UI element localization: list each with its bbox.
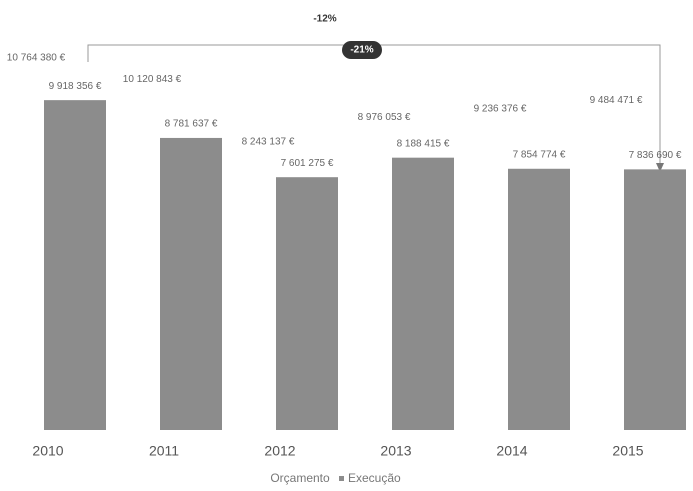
x-tick-label: 2010	[32, 443, 63, 459]
data-label: 9 484 471 €	[590, 95, 643, 106]
annotation-pill	[342, 41, 382, 59]
annotation: -21%	[350, 45, 373, 56]
bar	[392, 157, 454, 430]
data-label: 8 188 415 €	[397, 138, 450, 149]
data-label: 7 601 275 €	[281, 158, 334, 169]
data-label: 10 120 843 €	[123, 74, 182, 85]
bar	[44, 100, 106, 430]
x-tick-label: 2012	[264, 443, 295, 459]
bar	[508, 168, 570, 430]
legend-label: Orçamento	[270, 471, 330, 485]
data-label: 7 836 690 €	[629, 150, 682, 161]
bar	[276, 177, 338, 430]
data-label: 7 854 774 €	[513, 149, 566, 160]
x-tick-label: 2013	[380, 443, 411, 459]
bar	[624, 169, 686, 430]
data-label: 8 781 637 €	[165, 119, 218, 130]
x-tick-label: 2011	[149, 443, 179, 459]
data-label: 9 236 376 €	[474, 103, 527, 114]
x-tick-label: 2014	[496, 443, 527, 459]
x-tick-label: 2015	[612, 443, 643, 459]
data-label: 10 764 380 €	[7, 53, 66, 64]
arrow-head	[656, 163, 664, 172]
legend-swatch	[339, 476, 344, 481]
legend-label: Execução	[348, 471, 401, 485]
bar	[160, 137, 222, 430]
annotation: -12%	[313, 14, 336, 25]
data-label: 9 918 356 €	[49, 81, 102, 92]
data-label: 8 243 137 €	[242, 136, 295, 147]
data-label: 8 976 053 €	[358, 112, 411, 123]
